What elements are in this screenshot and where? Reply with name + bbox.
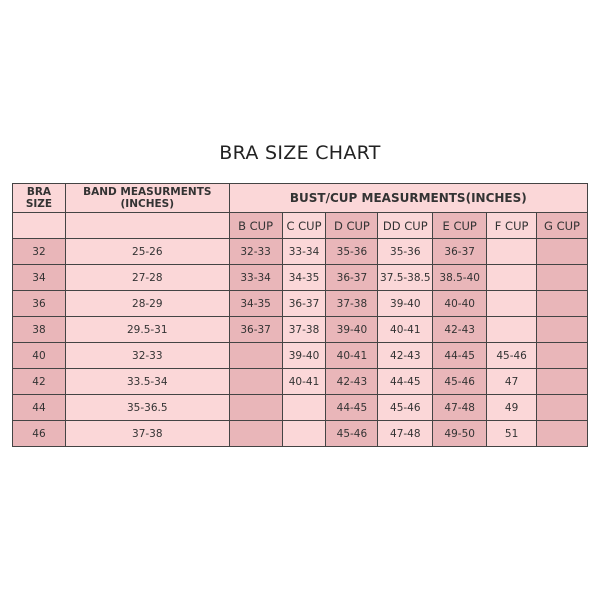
bra-size-cell: 38 [12, 316, 66, 343]
cup-cell: 42-43 [325, 368, 379, 395]
table-row: 42 33.5-34 40-41 42-43 44-45 45-46 47 [12, 368, 588, 395]
cup-cell [486, 316, 538, 343]
band-cell: 25-26 [64, 238, 230, 265]
cup-cell: 36-37 [432, 238, 488, 265]
header-cup: F CUP [486, 212, 538, 239]
cup-cell: 36-37 [325, 264, 379, 291]
band-cell: 32-33 [64, 342, 230, 369]
table-row: 34 27-28 33-34 34-35 36-37 37.5-38.5 38.5-40 [12, 264, 588, 291]
band-cell: 35-36.5 [64, 394, 230, 421]
cup-cell [228, 342, 283, 369]
bra-size-cell: 36 [12, 290, 66, 317]
cup-cell: 38.5-40 [432, 264, 488, 291]
header-cup: E CUP [432, 212, 488, 239]
cup-cell [536, 238, 588, 265]
table-row: 40 32-33 39-40 40-41 42-43 44-45 45-46 [12, 342, 588, 369]
cup-cell: 44-45 [377, 368, 434, 395]
cup-cell: 35-36 [377, 238, 434, 265]
bra-size-cell: 34 [12, 264, 66, 291]
cup-cell [228, 420, 283, 447]
header-bra-size: BRA SIZE [12, 183, 66, 213]
cup-cell: 49-50 [432, 420, 488, 447]
cup-cell: 45-46 [325, 420, 379, 447]
cup-cell: 40-41 [281, 368, 327, 395]
cup-cell [228, 368, 283, 395]
cup-cell: 32-33 [228, 238, 283, 265]
header-bust: BUST/CUP MEASURMENTS(INCHES) [228, 183, 589, 213]
cup-cell: 47-48 [377, 420, 434, 447]
cup-cell: 40-41 [377, 316, 434, 343]
cup-cell [536, 290, 588, 317]
bra-size-cell: 42 [12, 368, 66, 395]
header-empty [12, 212, 66, 239]
band-cell: 37-38 [64, 420, 230, 447]
cup-cell: 51 [486, 420, 538, 447]
cup-cell: 36-37 [228, 316, 283, 343]
cup-cell: 40-40 [432, 290, 488, 317]
cup-cell: 47-48 [432, 394, 488, 421]
cup-cell: 39-40 [281, 342, 327, 369]
cup-cell [486, 290, 538, 317]
cup-cell: 44-45 [325, 394, 379, 421]
band-cell: 33.5-34 [64, 368, 230, 395]
table-row: 46 37-38 45-46 47-48 49-50 51 [12, 420, 588, 447]
cup-cell: 44-45 [432, 342, 488, 369]
cup-cell: 37-38 [281, 316, 327, 343]
header-band: BAND MEASURMENTS (INCHES) [64, 183, 230, 213]
cup-cell: 37.5-38.5 [377, 264, 434, 291]
cup-cell: 36-37 [281, 290, 327, 317]
band-cell: 29.5-31 [64, 316, 230, 343]
cup-cell [536, 420, 588, 447]
cup-cell [536, 342, 588, 369]
cup-cell: 42-43 [432, 316, 488, 343]
cup-cell: 45-46 [486, 342, 538, 369]
cup-cell: 42-43 [377, 342, 434, 369]
cup-cell: 45-46 [377, 394, 434, 421]
table-row: 38 29.5-31 36-37 37-38 39-40 40-41 42-43 [12, 316, 588, 343]
size-table: BRA SIZE BAND MEASURMENTS (INCHES) BUST/… [12, 183, 589, 447]
chart-title: BRA SIZE CHART [219, 142, 381, 164]
cup-cell: 45-46 [432, 368, 488, 395]
table-row: 32 25-26 32-33 33-34 35-36 35-36 36-37 [12, 238, 588, 265]
cup-cell [228, 394, 283, 421]
cup-cell: 40-41 [325, 342, 379, 369]
cup-cell: 39-40 [325, 316, 379, 343]
cup-cell: 49 [486, 394, 538, 421]
header-cup: G CUP [536, 212, 588, 239]
header-empty [64, 212, 230, 239]
table-row: 36 28-29 34-35 36-37 37-38 39-40 40-40 [12, 290, 588, 317]
header-cup: D CUP [325, 212, 379, 239]
header-cup: DD CUP [377, 212, 434, 239]
cup-cell [486, 238, 538, 265]
bra-size-cell: 44 [12, 394, 66, 421]
cup-cell: 34-35 [228, 290, 283, 317]
bra-size-cell: 32 [12, 238, 66, 265]
cup-cell: 35-36 [325, 238, 379, 265]
cup-cell: 37-38 [325, 290, 379, 317]
header-cup: B CUP [228, 212, 283, 239]
cup-cell: 34-35 [281, 264, 327, 291]
cup-cell [536, 264, 588, 291]
cup-cell: 33-34 [281, 238, 327, 265]
bra-size-cell: 40 [12, 342, 66, 369]
cup-cell [536, 316, 588, 343]
cup-cell: 47 [486, 368, 538, 395]
cup-cell [486, 264, 538, 291]
cup-cell [536, 368, 588, 395]
bra-size-cell: 46 [12, 420, 66, 447]
cup-cell: 33-34 [228, 264, 283, 291]
table-row: 44 35-36.5 44-45 45-46 47-48 49 [12, 394, 588, 421]
band-cell: 28-29 [64, 290, 230, 317]
cup-cell [281, 394, 327, 421]
cup-cell: 39-40 [377, 290, 434, 317]
cup-cell [281, 420, 327, 447]
band-cell: 27-28 [64, 264, 230, 291]
header-cup: C CUP [281, 212, 327, 239]
cup-cell [536, 394, 588, 421]
